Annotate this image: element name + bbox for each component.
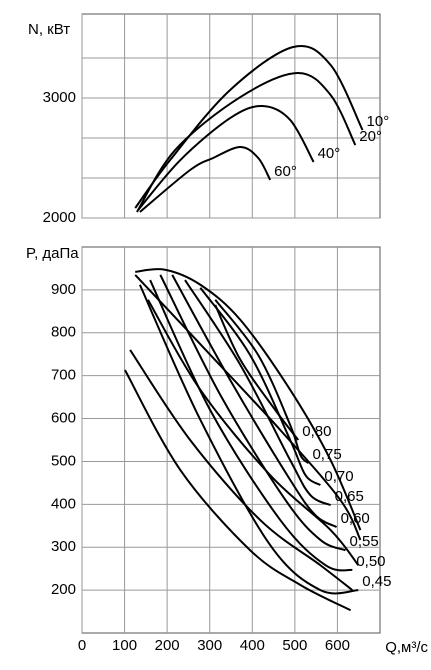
y-axis-label: P, даПа <box>26 245 79 262</box>
curve-label: 0,45 <box>362 573 391 590</box>
y-tick-label: 200 <box>51 581 76 598</box>
curve-label: 60° <box>274 163 297 180</box>
curve <box>134 45 364 209</box>
curve <box>214 299 310 464</box>
curve <box>137 105 315 211</box>
y-tick-label: 2000 <box>43 209 76 226</box>
curve-label: 40° <box>318 145 341 162</box>
curve-label: 0,70 <box>324 468 353 485</box>
y-tick-label: 3000 <box>43 89 76 106</box>
curve-label: 0,75 <box>312 446 341 463</box>
curve-label: 0,50 <box>356 553 385 570</box>
curve <box>129 349 353 591</box>
y-tick-label: 900 <box>51 281 76 298</box>
y-tick-label: 300 <box>51 538 76 555</box>
plot-frame <box>81 13 381 219</box>
curve <box>184 279 332 507</box>
x-tick-label: 100 <box>112 637 137 654</box>
curve <box>159 274 346 552</box>
curve-label: 0,80 <box>302 423 331 440</box>
curve <box>171 274 338 528</box>
curve <box>138 284 359 595</box>
x-tick-label: 200 <box>155 637 180 654</box>
curve <box>124 369 352 612</box>
curve-label: 20° <box>359 128 382 145</box>
curve <box>214 304 300 441</box>
y-axis-label: N, кВт <box>28 21 70 38</box>
y-tick-label: 400 <box>51 495 76 512</box>
curve-label: 0,65 <box>335 488 364 505</box>
y-tick-label: 500 <box>51 452 76 469</box>
curve <box>134 274 362 541</box>
y-tick-label: 700 <box>51 367 76 384</box>
x-axis-label: Q,м³/с <box>385 639 428 656</box>
x-tick-label: 0 <box>78 637 86 654</box>
curve <box>149 279 353 572</box>
curve <box>199 287 321 486</box>
plot-frame <box>81 246 381 634</box>
y-tick-label: 800 <box>51 324 76 341</box>
x-tick-label: 600 <box>325 637 350 654</box>
curve <box>135 268 362 531</box>
x-tick-label: 500 <box>282 637 307 654</box>
y-tick-label: 600 <box>51 410 76 427</box>
curve-label: 10° <box>367 113 390 130</box>
x-tick-label: 400 <box>240 637 265 654</box>
x-tick-label: 300 <box>197 637 222 654</box>
curve <box>136 72 357 213</box>
curve <box>139 145 272 213</box>
curve-label: 0,60 <box>341 510 370 527</box>
curve-label: 0,55 <box>350 533 379 550</box>
